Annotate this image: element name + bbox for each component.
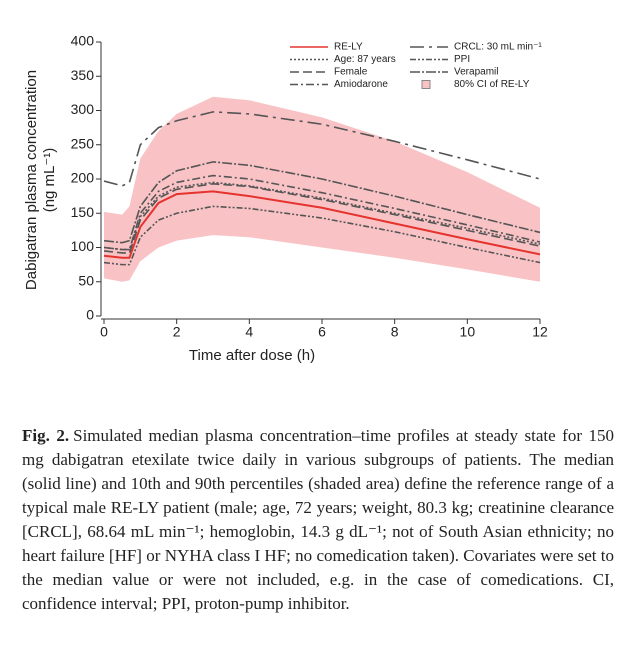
line xyxy=(103,161,541,244)
legend-label: Female xyxy=(334,67,368,78)
y-axis-label: (ng mL⁻¹) xyxy=(41,148,58,213)
ci-band xyxy=(104,96,540,282)
line xyxy=(103,205,541,266)
chart: Time after dose (h) Dabigatran plasma co… xyxy=(23,33,548,364)
x-tick-label: 0 xyxy=(100,324,108,340)
x-tick-label: 10 xyxy=(460,324,476,340)
x-tick-label: 4 xyxy=(245,324,253,340)
legend-label: PPI xyxy=(454,54,470,65)
caption: Fig. 2. Simulated median plasma concentra… xyxy=(22,424,614,616)
x-tick-label: 6 xyxy=(318,324,326,340)
y-tick-label: 400 xyxy=(71,33,95,49)
line xyxy=(103,181,541,251)
y-tick-label: 250 xyxy=(71,135,95,151)
legend-label: 80% CI of RE-LY xyxy=(454,79,530,90)
line xyxy=(103,190,541,259)
legend-label: Verapamil xyxy=(454,67,498,78)
y-tick-label: 200 xyxy=(71,170,95,186)
legend-label: RE-LY xyxy=(334,42,363,53)
y-tick-label: 150 xyxy=(71,204,95,220)
caption-label: Fig. 2. xyxy=(22,426,70,445)
y-tick-label: 300 xyxy=(71,101,95,117)
x-tick-label: 8 xyxy=(391,324,399,340)
x-axis-label: Time after dose (h) xyxy=(189,347,315,364)
y-tick-label: 350 xyxy=(71,67,95,83)
legend-label: Amiodarone xyxy=(334,79,388,90)
x-tick-label: 2 xyxy=(173,324,181,340)
line xyxy=(103,111,541,187)
legend-label: CRCL: 30 mL min⁻¹ xyxy=(454,42,542,53)
y-tick-label: 50 xyxy=(78,272,94,288)
line xyxy=(103,174,541,251)
legend-label: Age: 87 years xyxy=(334,54,396,65)
y-tick-label: 100 xyxy=(71,238,95,254)
y-tick-label: 0 xyxy=(86,307,94,323)
line xyxy=(103,182,541,254)
y-axis-label: Dabigatran plasma concentration xyxy=(23,70,40,290)
x-tick-label: 12 xyxy=(532,324,548,340)
caption-text: Simulated median plasma concentration–ti… xyxy=(22,426,614,613)
legend-swatch xyxy=(421,80,431,89)
